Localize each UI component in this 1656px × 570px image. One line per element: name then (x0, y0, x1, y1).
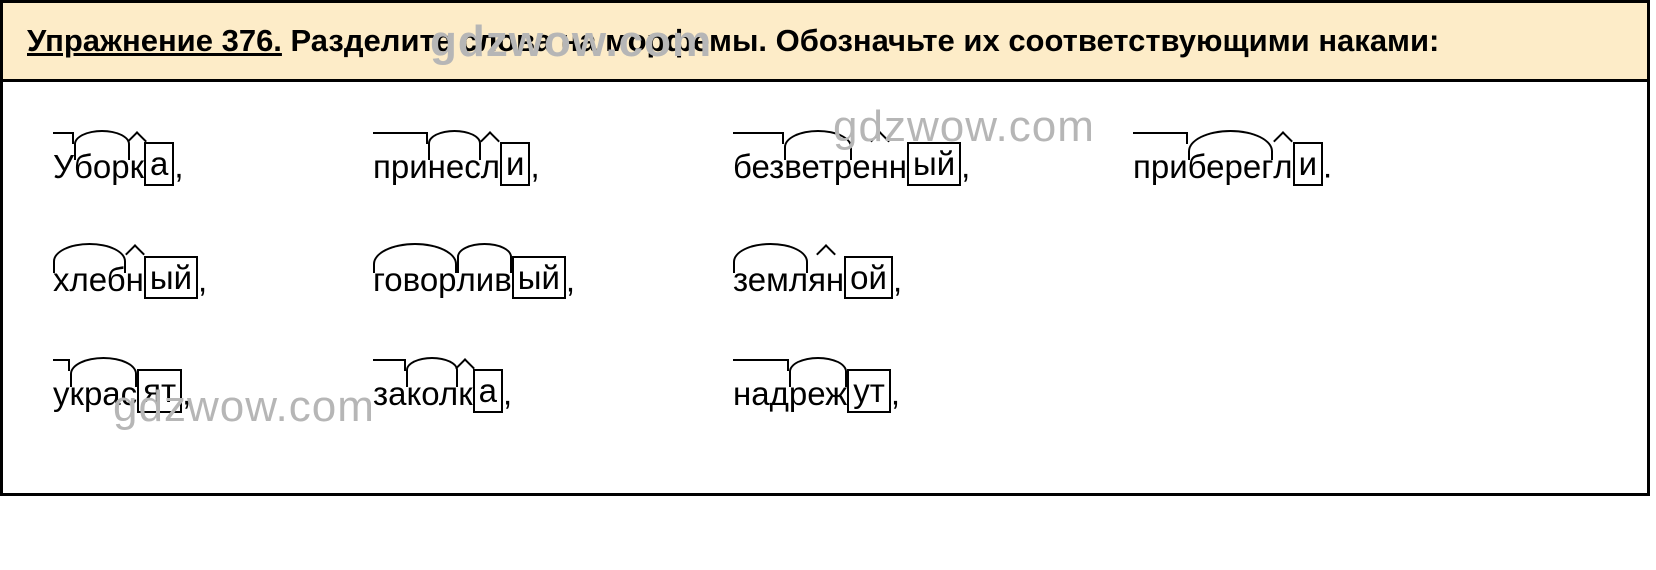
exercise-content: gdzwow.com gdzwow.com Уборка,принесли,бе… (3, 82, 1647, 493)
word-cell: безветренный, (733, 142, 1133, 186)
morpheme: лив (457, 261, 512, 299)
morpheme: ят (137, 369, 182, 413)
morpheme: при (373, 148, 428, 186)
word-cell: Уборка, (53, 142, 373, 186)
word-cell: говорливый, (373, 256, 733, 300)
morpheme: У (53, 148, 74, 186)
morpheme: бор (74, 148, 130, 186)
morpheme: ой (844, 256, 893, 300)
morpheme: крас (70, 375, 138, 413)
morpheme: хлеб (53, 261, 126, 299)
word-cell: приберегли. (1133, 142, 1433, 186)
word-cell (1133, 256, 1433, 300)
word-cell: заколка, (373, 369, 733, 413)
morpheme: а (473, 369, 503, 413)
morpheme: нес (428, 148, 481, 186)
morpheme: ый (144, 256, 198, 300)
exercise-task: Разделите слова на морфемы. Обозначьте и… (282, 23, 1439, 58)
morpheme: за (373, 375, 406, 413)
exercise-number: Упражнение 376. (27, 23, 282, 58)
morpheme: земл (733, 261, 808, 299)
punctuation: , (530, 148, 539, 185)
morpheme: ян (808, 261, 844, 299)
word-cell: принесли, (373, 142, 733, 186)
morpheme: над (733, 375, 789, 413)
punctuation: , (198, 261, 207, 298)
morpheme: кол (406, 375, 458, 413)
morpheme: ый (512, 256, 566, 300)
punctuation: . (1323, 148, 1332, 185)
word-cell: украсят, (53, 369, 373, 413)
punctuation: , (891, 375, 900, 412)
exercise-header: gdzwow.com Упражнение 376. Разделите сло… (3, 3, 1647, 82)
morpheme: и (500, 142, 530, 186)
morpheme: а (144, 142, 174, 186)
word-cell: надрежут, (733, 369, 1133, 413)
punctuation: , (182, 375, 191, 412)
morpheme: без (733, 148, 784, 186)
morpheme: н (126, 261, 144, 299)
exercise-container: gdzwow.com Упражнение 376. Разделите сло… (0, 0, 1650, 496)
morpheme: л (1273, 148, 1292, 186)
morpheme: ут (847, 369, 891, 413)
morpheme: при (1133, 148, 1188, 186)
morpheme: енн (852, 148, 907, 186)
morpheme: берег (1188, 148, 1274, 186)
punctuation: , (174, 148, 183, 185)
rows-container: Уборка,принесли,безветренный,приберегли.… (53, 142, 1597, 413)
punctuation: , (566, 261, 575, 298)
word-cell: хлебный, (53, 256, 373, 300)
word-cell: земляной, (733, 256, 1133, 300)
punctuation: , (893, 261, 902, 298)
morpheme: ый (907, 142, 961, 186)
morpheme: к (130, 148, 144, 186)
word-row: Уборка,принесли,безветренный,приберегли. (53, 142, 1597, 186)
morpheme: и (1293, 142, 1323, 186)
morpheme: ветр (784, 148, 852, 186)
word-row: хлебный,говорливый,земляной, (53, 256, 1597, 300)
punctuation: , (503, 375, 512, 412)
punctuation: , (961, 148, 970, 185)
word-cell (1133, 369, 1433, 413)
morpheme: у (53, 375, 70, 413)
morpheme: реж (789, 375, 847, 413)
morpheme: к (458, 375, 472, 413)
word-row: украсят,заколка,надрежут, (53, 369, 1597, 413)
morpheme: говор (373, 261, 457, 299)
morpheme: л (481, 148, 500, 186)
